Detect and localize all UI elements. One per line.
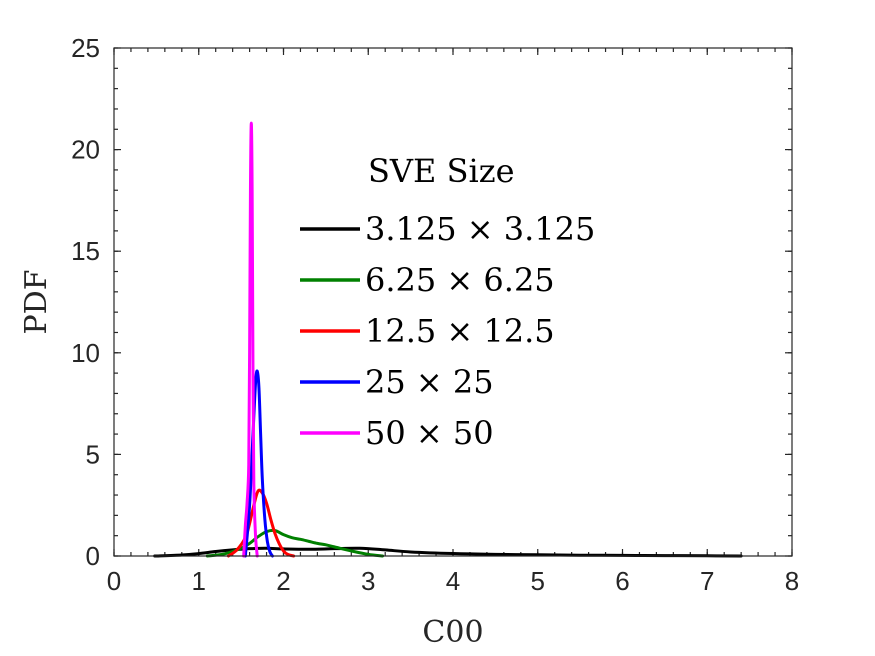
y-tick-labels: 0 5 10 15 20 25 [71,33,100,571]
y-tick-label: 25 [71,33,100,63]
legend-label-3: 12.5 × 12.5 [365,312,555,350]
legend-items: 3.125 × 3.125 6.25 × 6.25 12.5 × 12.5 25 × … [300,210,595,452]
x-tick-label: 1 [192,566,206,596]
x-tick-labels: 0 1 2 3 4 5 6 7 8 [107,566,799,596]
series-line-1 [153,546,743,558]
legend-label-4: 25 × 25 [365,363,494,401]
x-tick-label: 4 [446,566,460,596]
y-tick-label: 20 [71,135,100,165]
y-tick-label: 15 [71,236,100,266]
legend-title: SVE Size [368,152,515,190]
y-tick-label: 10 [71,338,100,368]
x-tick-label: 5 [531,566,545,596]
x-axis-label: C00 [422,615,483,650]
legend-label-2: 6.25 × 6.25 [365,261,555,299]
x-tick-label: 6 [615,566,629,596]
x-tick-label: 8 [785,566,799,596]
legend-label-5: 50 × 50 [365,414,494,452]
plot-background [114,48,792,556]
x-tick-label: 7 [700,566,714,596]
plot-frame [113,47,793,557]
y-tick-label: 5 [86,439,100,469]
y-axis-label: PDF [19,269,54,334]
series-lines [153,121,743,558]
series-line-5 [242,121,259,558]
x-tick-label: 3 [361,566,375,596]
x-tick-label: 0 [107,566,121,596]
y-tick-label: 0 [86,541,100,571]
x-tick-label: 2 [276,566,290,596]
legend: SVE Size 3.125 × 3.125 6.25 × 6.25 12.5 × … [300,152,595,452]
legend-label-1: 3.125 × 3.125 [365,210,595,248]
